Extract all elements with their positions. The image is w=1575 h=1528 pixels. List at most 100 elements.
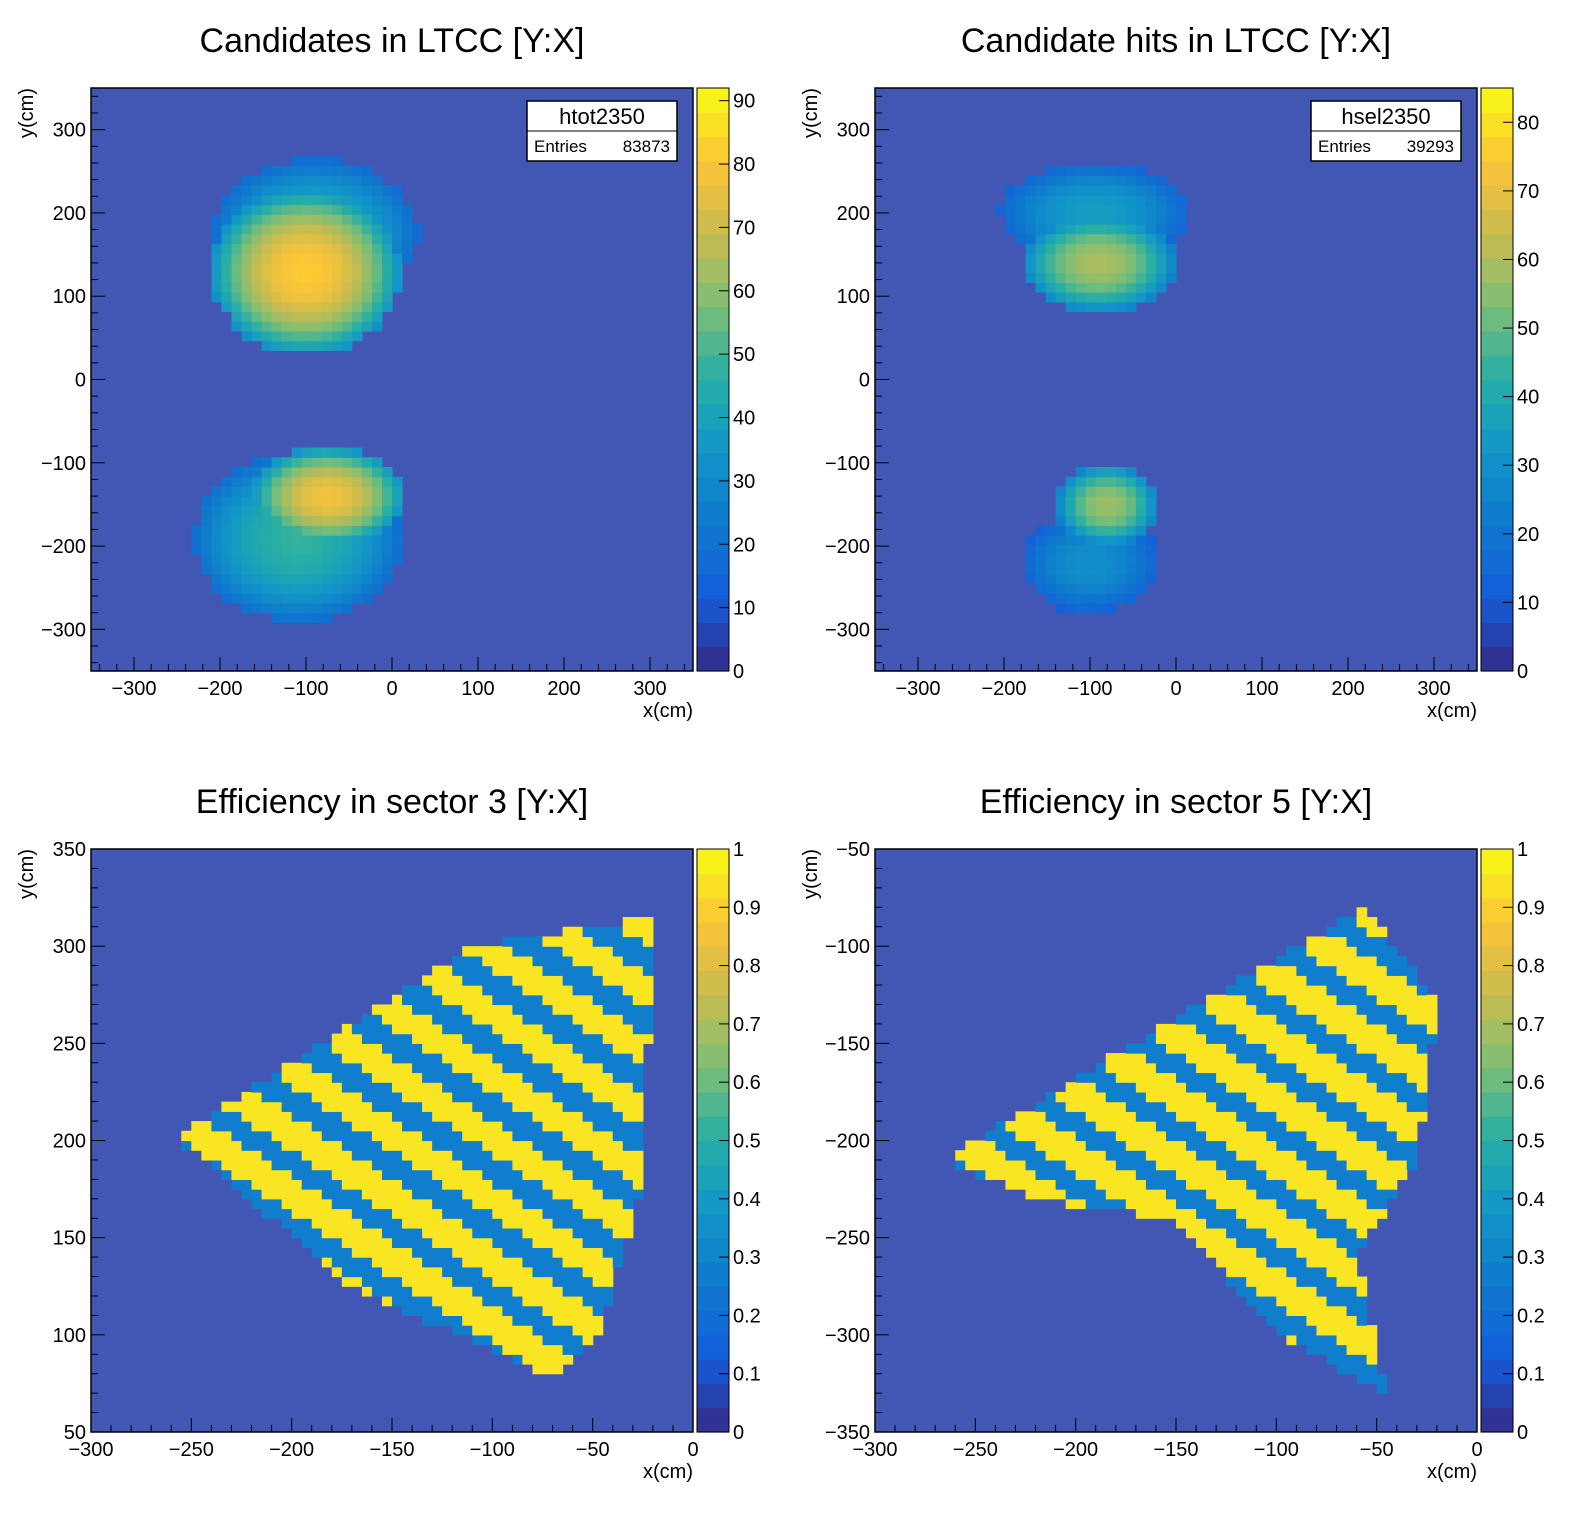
heatmap-cell [381, 1276, 393, 1287]
heatmap-cell [482, 1062, 493, 1074]
heatmap-cell [502, 975, 513, 986]
heatmap-cell [1376, 1208, 1388, 1219]
heatmap-cell [482, 1101, 493, 1112]
heatmap-cell [452, 1033, 463, 1044]
color-bar-band [1481, 1067, 1513, 1093]
heatmap-cell [331, 165, 343, 177]
heatmap-cell [1115, 1130, 1127, 1142]
heatmap-cell [1226, 1033, 1237, 1044]
heatmap-cell [1035, 1159, 1047, 1171]
heatmap-cell [582, 1325, 594, 1336]
heatmap-cell [1336, 1247, 1348, 1258]
color-bar-band [1481, 598, 1513, 624]
heatmap-cell [1085, 583, 1097, 594]
heatmap-cell [1095, 1130, 1107, 1142]
heatmap-cell [291, 340, 303, 351]
heatmap-cell [1095, 593, 1107, 604]
heatmap-cell [331, 457, 343, 468]
heatmap-cell [482, 1169, 493, 1180]
heatmap-cell [1155, 233, 1167, 245]
heatmap-cell [351, 486, 363, 497]
heatmap-cell [1276, 1023, 1287, 1035]
heatmap-cell [1025, 204, 1037, 215]
color-bar-band [1481, 1359, 1513, 1385]
heatmap-cell [281, 1198, 293, 1210]
heatmap-cell [341, 593, 353, 604]
heatmap-cell [261, 544, 273, 555]
heatmap-cell [592, 1218, 604, 1229]
heatmap-cell [1186, 1111, 1197, 1122]
heatmap-cell [502, 1344, 513, 1355]
heatmap-cell [1316, 955, 1328, 967]
heatmap-cell [361, 476, 373, 487]
heatmap-cell [502, 1043, 513, 1054]
heatmap-cell [1165, 224, 1177, 235]
heatmap-cell [622, 985, 634, 996]
heatmap-cell [1276, 1286, 1287, 1297]
heatmap-cell [1226, 1208, 1237, 1219]
x-axis-label: x(cm) [643, 700, 693, 722]
heatmap-cell [412, 1286, 423, 1297]
heatmap-cell [452, 955, 463, 967]
heatmap-cell [341, 253, 353, 264]
heatmap-cell [281, 602, 293, 614]
heatmap-cell [532, 1033, 544, 1044]
color-bar-band [697, 136, 729, 162]
heatmap-cell [542, 1101, 554, 1112]
heatmap-cell [1105, 466, 1117, 478]
heatmap-cell [1296, 1295, 1308, 1307]
heatmap-cell [522, 1053, 534, 1064]
heatmap-cell [1095, 175, 1107, 186]
x-tick-label: −300 [852, 1439, 897, 1461]
z-tick-label: 30 [733, 471, 755, 493]
heatmap-cell [432, 1053, 443, 1064]
heatmap-cell [452, 975, 463, 986]
heatmap-cell [612, 1043, 624, 1054]
heatmap-cell [1416, 1101, 1428, 1112]
heatmap-cell [552, 1014, 564, 1025]
heatmap-cell [592, 1276, 604, 1287]
heatmap-cell [1155, 272, 1167, 283]
heatmap-cell [1085, 233, 1097, 245]
heatmap-cell [371, 1169, 383, 1180]
heatmap-cell [1196, 1023, 1207, 1035]
heatmap-cell [231, 243, 243, 254]
heatmap-cell [1035, 554, 1047, 565]
heatmap-cell [1065, 602, 1077, 614]
heatmap-cell [602, 926, 614, 938]
heatmap-cell [552, 1082, 564, 1093]
heatmap-cell [995, 1169, 1007, 1180]
heatmap-cell [572, 994, 584, 1006]
heatmap-cell [1296, 1257, 1308, 1268]
heatmap-cell [552, 1218, 564, 1229]
heatmap-cell [1356, 1169, 1368, 1180]
heatmap-cell [1206, 1179, 1217, 1190]
heatmap-cell [995, 1150, 1007, 1161]
heatmap-cell [562, 1130, 574, 1142]
heatmap-cell [1426, 1023, 1438, 1035]
heatmap-cell [301, 165, 313, 177]
heatmap-cell [1155, 1198, 1167, 1210]
heatmap-cell [552, 1334, 564, 1346]
heatmap-cell [482, 1227, 493, 1239]
heatmap-cell [1326, 1315, 1338, 1326]
heatmap-cell [291, 534, 303, 546]
heatmap-cell [432, 1315, 443, 1326]
heatmap-cell [361, 505, 373, 517]
heatmap-cell [261, 1169, 273, 1180]
heatmap-cell [331, 175, 343, 186]
heatmap-cell [351, 272, 363, 283]
heatmap-cell [1296, 1237, 1308, 1248]
heatmap-cell [1316, 1111, 1328, 1122]
heatmap-cell [602, 1111, 614, 1122]
color-bar-band [1481, 330, 1513, 356]
heatmap-cell [1135, 272, 1147, 283]
y-tick-label: 150 [53, 1228, 86, 1250]
heatmap-cell [602, 1198, 614, 1210]
z-tick-label: 0.3 [733, 1247, 761, 1269]
heatmap-cell [512, 1237, 524, 1248]
heatmap-cell [261, 175, 273, 186]
heatmap-cell [311, 1169, 323, 1180]
heatmap-cell [1306, 1121, 1318, 1132]
heatmap-cell [1326, 1305, 1338, 1316]
